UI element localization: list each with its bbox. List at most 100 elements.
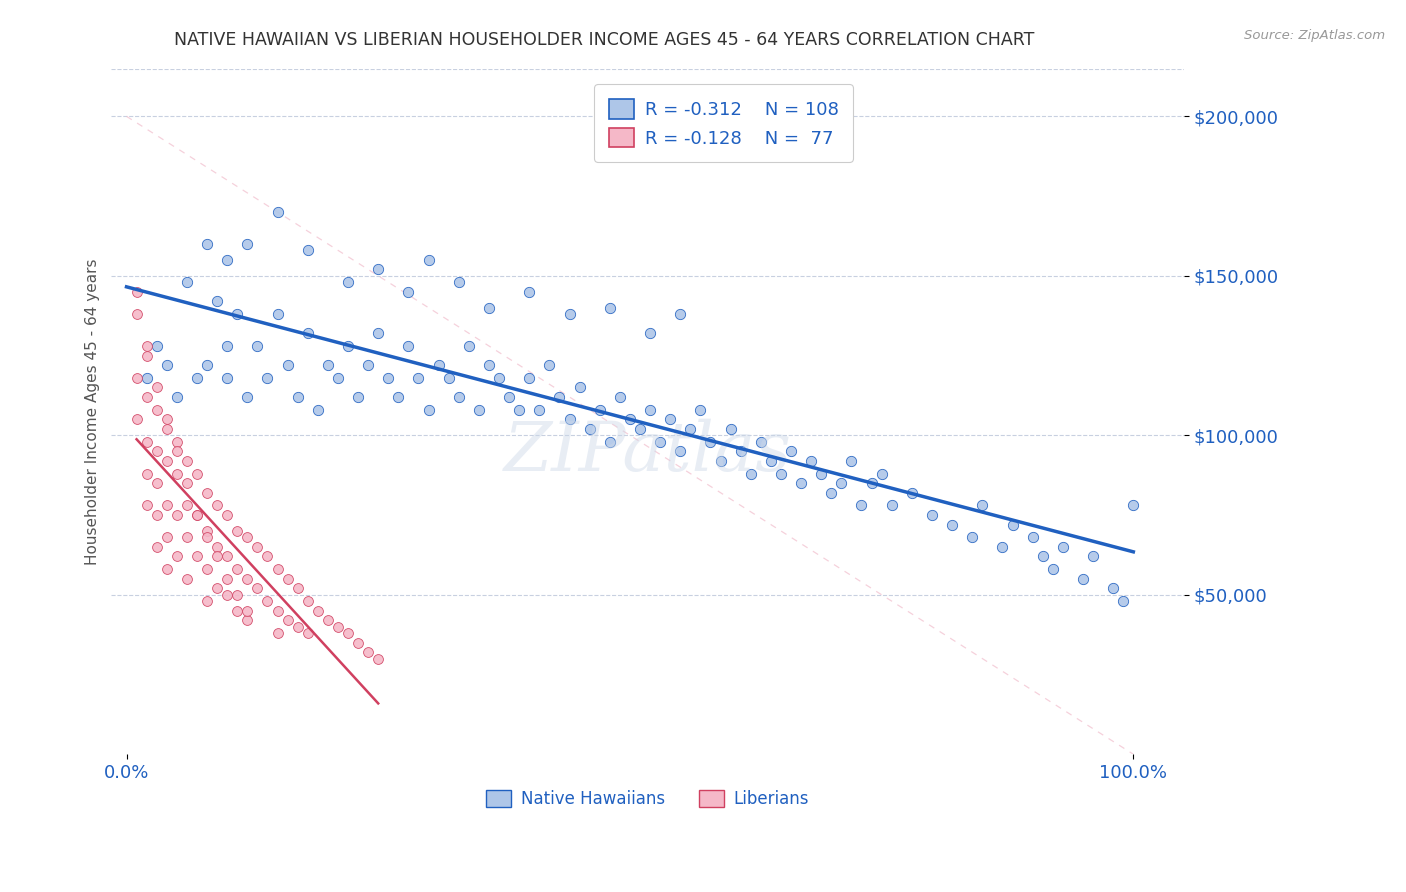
Point	[326, 620, 349, 634]
Legend: Native Hawaiians, Liberians: Native Hawaiians, Liberians	[479, 783, 815, 814]
Point	[307, 402, 329, 417]
Point	[529, 402, 551, 417]
Point	[619, 412, 641, 426]
Point	[650, 434, 672, 449]
Point	[880, 499, 903, 513]
Point	[186, 371, 208, 385]
Point	[135, 339, 157, 353]
Point	[538, 358, 561, 372]
Point	[396, 339, 419, 353]
Text: ZIPatlas: ZIPatlas	[503, 419, 792, 486]
Point	[287, 390, 309, 404]
Point	[217, 339, 239, 353]
Point	[337, 339, 360, 353]
Point	[195, 562, 218, 576]
Point	[558, 412, 581, 426]
Point	[236, 613, 259, 627]
Point	[125, 307, 148, 321]
Point	[367, 651, 389, 665]
Point	[628, 422, 651, 436]
Point	[337, 626, 360, 640]
Point	[195, 594, 218, 608]
Point	[266, 307, 288, 321]
Point	[558, 307, 581, 321]
Point	[135, 434, 157, 449]
Point	[367, 326, 389, 341]
Point	[316, 358, 339, 372]
Point	[205, 582, 228, 596]
Point	[297, 326, 319, 341]
Point	[205, 549, 228, 564]
Point	[941, 517, 963, 532]
Point	[337, 275, 360, 289]
Text: NATIVE HAWAIIAN VS LIBERIAN HOUSEHOLDER INCOME AGES 45 - 64 YEARS CORRELATION CH: NATIVE HAWAIIAN VS LIBERIAN HOUSEHOLDER …	[174, 31, 1035, 49]
Point	[498, 390, 520, 404]
Point	[800, 454, 823, 468]
Point	[468, 402, 491, 417]
Point	[277, 572, 299, 586]
Point	[166, 467, 188, 481]
Point	[217, 588, 239, 602]
Point	[176, 476, 198, 491]
Point	[266, 562, 288, 576]
Point	[1021, 530, 1043, 544]
Point	[205, 294, 228, 309]
Point	[176, 530, 198, 544]
Point	[1071, 572, 1094, 586]
Point	[145, 402, 167, 417]
Point	[195, 358, 218, 372]
Point	[830, 476, 852, 491]
Point	[517, 285, 540, 299]
Point	[568, 380, 591, 394]
Point	[156, 412, 179, 426]
Point	[820, 485, 842, 500]
Point	[277, 613, 299, 627]
Point	[307, 604, 329, 618]
Point	[669, 444, 692, 458]
Point	[205, 499, 228, 513]
Point	[125, 285, 148, 299]
Point	[860, 476, 883, 491]
Point	[599, 301, 621, 315]
Point	[326, 371, 349, 385]
Point	[578, 422, 600, 436]
Point	[1032, 549, 1054, 564]
Point	[418, 402, 440, 417]
Point	[186, 467, 208, 481]
Point	[246, 540, 269, 554]
Point	[1001, 517, 1024, 532]
Point	[780, 444, 803, 458]
Point	[217, 508, 239, 522]
Point	[387, 390, 409, 404]
Point	[145, 444, 167, 458]
Point	[236, 530, 259, 544]
Point	[277, 358, 299, 372]
Point	[740, 467, 762, 481]
Point	[517, 371, 540, 385]
Point	[217, 572, 239, 586]
Point	[256, 549, 278, 564]
Point	[377, 371, 399, 385]
Point	[156, 530, 179, 544]
Point	[1081, 549, 1104, 564]
Y-axis label: Householder Income Ages 45 - 64 years: Householder Income Ages 45 - 64 years	[86, 258, 100, 565]
Point	[287, 582, 309, 596]
Point	[236, 390, 259, 404]
Point	[166, 549, 188, 564]
Point	[488, 371, 510, 385]
Point	[195, 236, 218, 251]
Point	[145, 339, 167, 353]
Point	[166, 434, 188, 449]
Point	[217, 371, 239, 385]
Point	[145, 540, 167, 554]
Point	[478, 301, 501, 315]
Point	[135, 390, 157, 404]
Point	[176, 499, 198, 513]
Point	[135, 467, 157, 481]
Point	[256, 371, 278, 385]
Point	[638, 402, 661, 417]
Point	[266, 604, 288, 618]
Point	[709, 454, 731, 468]
Point	[176, 454, 198, 468]
Point	[960, 530, 983, 544]
